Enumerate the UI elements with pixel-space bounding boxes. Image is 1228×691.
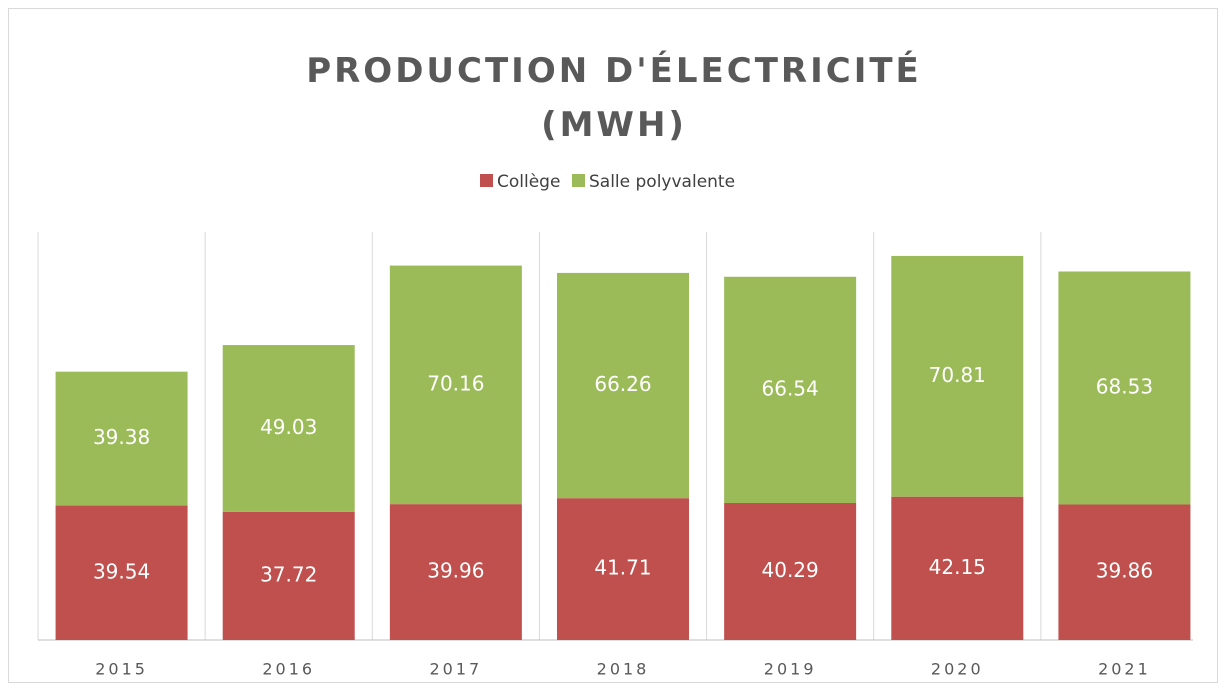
x-tick-label: 2019 xyxy=(764,660,817,679)
bar-segment xyxy=(222,511,355,640)
legend-label: Salle polyvalente xyxy=(589,172,735,192)
x-tick-label: 2017 xyxy=(429,660,482,679)
legend-swatch xyxy=(480,174,493,187)
data-label: 39.96 xyxy=(427,559,484,583)
data-label: 66.26 xyxy=(594,372,651,396)
data-label: 41.71 xyxy=(594,556,651,580)
bar-segment xyxy=(222,345,355,512)
data-label: 70.16 xyxy=(427,371,484,395)
data-label: 37.72 xyxy=(260,562,317,586)
bar-segment xyxy=(55,505,188,640)
x-tick-label: 2020 xyxy=(931,660,984,679)
chart-frame xyxy=(8,8,1218,683)
x-tick-label: 2018 xyxy=(597,660,650,679)
bar-segment xyxy=(891,255,1024,497)
x-tick-label: 2016 xyxy=(262,660,315,679)
data-label: 70.81 xyxy=(929,363,986,387)
data-label: 68.53 xyxy=(1096,374,1153,398)
data-label: 49.03 xyxy=(260,415,317,439)
bar-segment xyxy=(55,371,188,506)
data-label: 42.15 xyxy=(929,555,986,579)
chart-title: PRODUCTION D'ÉLECTRICITÉ (MWH) xyxy=(306,51,922,145)
data-label: 40.29 xyxy=(762,558,819,582)
data-label: 66.54 xyxy=(762,376,819,400)
bar-segment xyxy=(724,503,857,640)
data-label: 39.38 xyxy=(93,425,150,449)
data-label: 39.54 xyxy=(93,559,150,583)
bar-segment xyxy=(1058,271,1191,505)
x-tick-label: 2021 xyxy=(1098,660,1151,679)
bar-segment xyxy=(389,504,522,640)
legend-swatch xyxy=(572,174,585,187)
bar-segment xyxy=(557,272,689,499)
bar-segment xyxy=(557,498,689,640)
x-tick-label: 2015 xyxy=(95,660,148,679)
legend-label: Collège xyxy=(497,172,560,192)
data-label: 39.86 xyxy=(1096,559,1153,583)
bar-segment xyxy=(389,265,522,505)
bar-segment xyxy=(891,496,1024,640)
bar-segment xyxy=(1058,504,1191,640)
bar-segment xyxy=(724,276,857,504)
